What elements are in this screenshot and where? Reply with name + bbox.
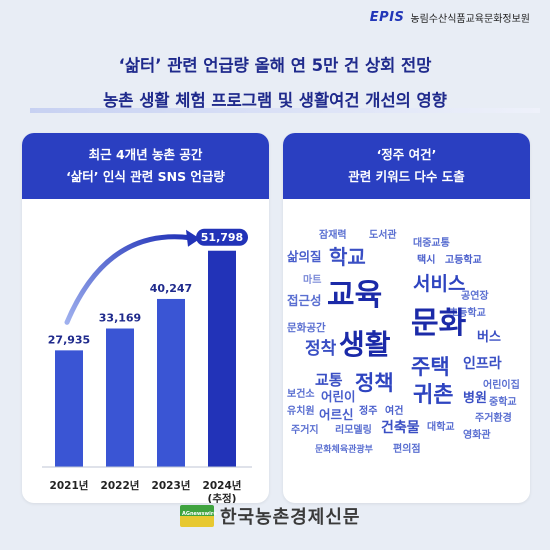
keyword-13: 문화공간 — [287, 322, 326, 334]
keyword-22: 어린이집 — [483, 380, 520, 391]
sns-chart-header: 최근 4개년 농촌 공간 ‘삶터’ 인식 관련 SNS 언급량 — [22, 133, 269, 199]
keyword-25: 귀촌 — [413, 383, 454, 408]
bar-2 — [157, 298, 185, 467]
keyword-7: 마트 — [303, 275, 322, 286]
value-label-3: 51,798 — [201, 231, 243, 244]
keyword-26: 병원 — [463, 391, 487, 406]
category-label-2: 2023년 — [152, 479, 191, 492]
keyword-0: 잠재력 — [319, 230, 347, 241]
category-label-1: 2022년 — [101, 479, 140, 492]
headline-underline — [30, 108, 540, 113]
keyword-24: 어린이 — [321, 389, 356, 404]
keyword-14: 문화 — [411, 306, 467, 341]
keyword-19: 인프라 — [463, 356, 502, 372]
category-label-3: 2024년 — [203, 479, 242, 492]
sns-chart-title-1: 최근 4개년 농촌 공간 — [88, 147, 203, 162]
keyword-2: 대중교통 — [413, 238, 450, 249]
bar-1 — [106, 328, 134, 467]
bar-0 — [55, 350, 83, 467]
keyword-23: 보건소 — [287, 389, 315, 400]
keyword-10: 교육 — [327, 278, 383, 313]
keyword-8: 서비스 — [413, 273, 466, 295]
keyword-9: 접근성 — [287, 293, 322, 308]
keyword-31: 어르신 — [319, 407, 354, 422]
category-label-3-sub: (추정) — [208, 492, 237, 503]
brand-mark: EPIS — [369, 10, 405, 25]
keyword-29: 정주 — [359, 406, 378, 417]
category-label-0: 2021년 — [50, 479, 89, 492]
sns-chart-panel: 최근 4개년 농촌 공간 ‘삶터’ 인식 관련 SNS 언급량 27,935 20… — [22, 133, 269, 503]
keyword-28: 유치원 — [287, 406, 315, 417]
brand-logo: EPIS 농림수산식품교육문화정보원 — [370, 10, 530, 25]
keyword-4: 학교 — [329, 245, 366, 269]
keyword-37: 영화관 — [463, 430, 491, 441]
value-label-0: 27,935 — [48, 333, 90, 346]
keyword-39: 편의점 — [393, 444, 421, 455]
keyword-17: 생활 — [339, 328, 391, 361]
publisher-name: 한국농촌경제신문 — [220, 507, 361, 528]
keyword-30: 여건 — [385, 406, 404, 417]
headline-line2: 농촌 생활 체험 프로그램 및 생활여건 개선의 영향 — [103, 91, 447, 110]
publisher-logo-icon: AGnewswire — [180, 505, 217, 527]
keyword-16: 정착 — [305, 339, 337, 359]
trend-arrow — [64, 234, 193, 325]
keyword-33: 주거지 — [291, 425, 319, 436]
value-label-1: 33,169 — [99, 312, 141, 325]
keyword-15: 버스 — [477, 330, 501, 345]
keyword-32: 주거환경 — [475, 413, 512, 424]
keyword-6: 고등학교 — [445, 255, 482, 266]
brand-name: 농림수산식품교육문화정보원 — [410, 14, 530, 25]
headline-line1: ‘삶터’ 관련 언급량 올해 연 5만 건 상회 전망 — [118, 56, 432, 75]
keyword-3: 삶의질 — [287, 249, 322, 264]
keyword-5: 택시 — [417, 255, 436, 266]
keyword-36: 대학교 — [427, 422, 455, 433]
keyword-header: ‘정주 여건’ 관련 키워드 다수 도출 — [283, 133, 530, 199]
keyword-cloud: 잠재력 도서관 대중교통 삶의질 학교 택시 고등학교 마트 서비스 접근성 교육 공연장 초등학교 문화… — [283, 199, 530, 503]
keyword-title-1: ‘정주 여건’ — [376, 147, 437, 162]
keyword-27: 중학교 — [489, 397, 517, 408]
keyword-11: 공연장 — [461, 291, 489, 302]
keyword-20: 교통 — [315, 371, 343, 389]
keyword-title-2: 관련 키워드 다수 도출 — [348, 169, 465, 184]
keyword-12: 초등학교 — [449, 308, 486, 319]
trend-arrow-head — [186, 229, 200, 247]
publisher-footer: AGnewswire 한국농촌경제신문 — [180, 503, 360, 529]
keyword-38: 문화체육관광부 — [315, 445, 373, 455]
value-label-2: 40,247 — [150, 282, 192, 295]
keyword-21: 정책 — [355, 371, 394, 395]
bar-3 — [208, 250, 236, 467]
bar-chart: 27,935 2021년 33,169 2022년 40,247 2023년 51,798 2… — [42, 228, 252, 503]
sns-chart-title-2: ‘삶터’ 인식 관련 SNS 언급량 — [66, 169, 225, 184]
keyword-1: 도서관 — [369, 230, 397, 241]
keyword-18: 주택 — [411, 355, 450, 379]
keyword-35: 건축물 — [381, 420, 420, 436]
keyword-34: 리모델링 — [335, 425, 372, 436]
value-badge — [196, 228, 248, 246]
